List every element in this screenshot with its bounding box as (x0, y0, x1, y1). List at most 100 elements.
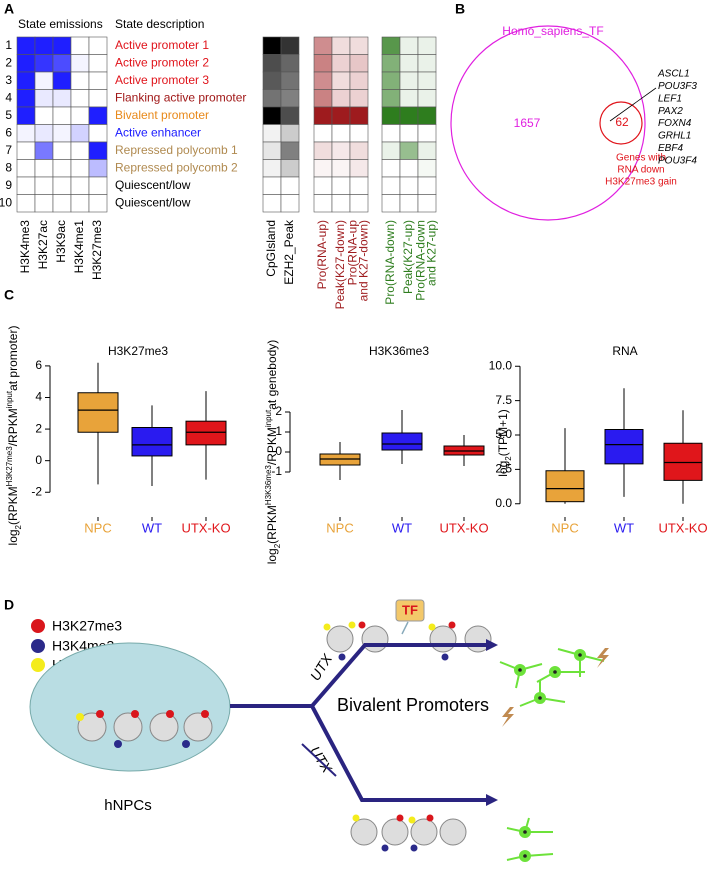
heat-cell (331, 176, 351, 195)
heat-cell (349, 194, 369, 213)
tf-label: TF (402, 602, 418, 617)
column-label: Pro(RNA-up (346, 220, 360, 286)
y-axis-label: log2(TPM+1) (496, 409, 512, 476)
y-tick-label: 6 (35, 358, 42, 372)
y-tick-label: 2.5 (495, 462, 512, 476)
heat-cell (399, 141, 419, 160)
heat-cell (313, 54, 333, 73)
heat-cell (262, 194, 282, 213)
heat-cell (331, 124, 351, 143)
heat-cell (381, 159, 401, 178)
heat-cell (280, 141, 300, 160)
heat-cell (262, 54, 282, 73)
y-tick-label: 5.0 (495, 427, 512, 441)
column-label: Pro(RNA-down (414, 220, 428, 301)
heat-cell (70, 176, 90, 195)
heat-cell (349, 54, 369, 73)
y-axis-label-part: (TPM+1) (496, 409, 510, 456)
heat-cell (16, 141, 36, 160)
x-tick-label: WT (392, 520, 412, 535)
gene-name: GRHL1 (658, 131, 691, 142)
heat-cell (381, 54, 401, 73)
row-label: 10 (0, 195, 12, 209)
column-label: and K27-down) (357, 220, 371, 301)
heat-cell (417, 176, 437, 195)
row-label: 4 (5, 90, 12, 104)
y-axis-label-part: input (5, 390, 14, 408)
heat-cell (70, 159, 90, 178)
y-tick-label: -1 (271, 464, 282, 478)
heat-cell (34, 54, 54, 73)
heat-cell (88, 36, 108, 55)
state-description: Active enhancer (115, 125, 201, 139)
heat-cell (52, 159, 72, 178)
y-tick-label: 10.0 (489, 358, 513, 372)
heat-cell (399, 176, 419, 195)
heat-cell (313, 194, 333, 213)
neuron-nuclei (518, 653, 582, 858)
heat-cell (34, 36, 54, 55)
y-tick-label: 0 (275, 444, 282, 458)
heat-cell (88, 89, 108, 108)
heat-cell (16, 159, 36, 178)
heat-cell (262, 71, 282, 90)
y-tick-label: 0 (35, 453, 42, 467)
x-tick-label: WT (142, 520, 162, 535)
column-label: H3K27me3 (90, 220, 104, 280)
diagram: H3K27me3 H3K4me3 H3K36me3 TF UTX UTX Biv… (29, 599, 609, 862)
legend-dot (31, 639, 45, 653)
box (381, 432, 423, 451)
heat-cell (417, 54, 437, 73)
heat-cell (88, 194, 108, 213)
heat-cell (399, 124, 419, 143)
x-tick-label: WT (614, 520, 634, 535)
state-description: Active promoter 1 (115, 38, 209, 52)
heat-cell (262, 141, 282, 160)
panel-label: A (4, 1, 14, 17)
chart-title: RNA (612, 344, 637, 358)
y-tick-label: 1 (275, 424, 282, 438)
column-label: EZH2_Peak (282, 219, 296, 285)
y-axis-label-part: (RPKM (265, 505, 279, 544)
header: State emissions (18, 17, 103, 31)
heat-cell (349, 36, 369, 55)
heat-cell (313, 36, 333, 55)
heat-cell (52, 106, 72, 125)
heat-cell (52, 124, 72, 143)
heat-cell (34, 176, 54, 195)
row-label: 3 (5, 73, 12, 87)
state-description: Quiescent/low (115, 178, 191, 192)
heat-cell (52, 194, 72, 213)
state-description: Repressed polycomb 2 (115, 160, 238, 174)
heat-cell (381, 89, 401, 108)
heat-cell (70, 194, 90, 213)
column-label: H3K9ac (54, 220, 68, 263)
state-description: Repressed polycomb 1 (115, 143, 238, 157)
y-axis-label-part: /RPKM (265, 427, 279, 465)
heat-cell (88, 106, 108, 125)
state-description: Active promoter 2 (115, 55, 209, 69)
heat-cell (16, 71, 36, 90)
box (545, 470, 585, 503)
y-axis-label-part: H3K27me3 (5, 446, 14, 487)
heat-cell (34, 71, 54, 90)
heat-cell (262, 159, 282, 178)
heat-cell (52, 36, 72, 55)
box (77, 392, 119, 433)
heat-cell (16, 89, 36, 108)
utx-label: UTX (307, 651, 336, 684)
y-tick-label: 0.0 (495, 496, 512, 510)
column-label: H3K4me1 (72, 220, 86, 274)
box (131, 427, 173, 457)
state-description: Flanking active promoter (115, 90, 246, 104)
heat-cell (70, 89, 90, 108)
heat-cell (331, 141, 351, 160)
box (185, 420, 227, 446)
y-tick-label: -2 (31, 484, 42, 498)
subset-label: RNA down (617, 165, 664, 176)
subset-count: 62 (615, 115, 629, 129)
x-tick-label: UTX-KO (658, 520, 707, 535)
cell (29, 642, 231, 772)
heat-cell (280, 194, 300, 213)
